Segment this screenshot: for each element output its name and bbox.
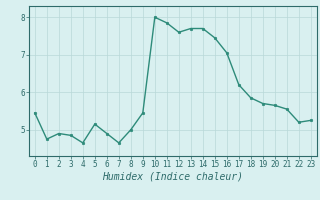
- X-axis label: Humidex (Indice chaleur): Humidex (Indice chaleur): [102, 172, 243, 182]
